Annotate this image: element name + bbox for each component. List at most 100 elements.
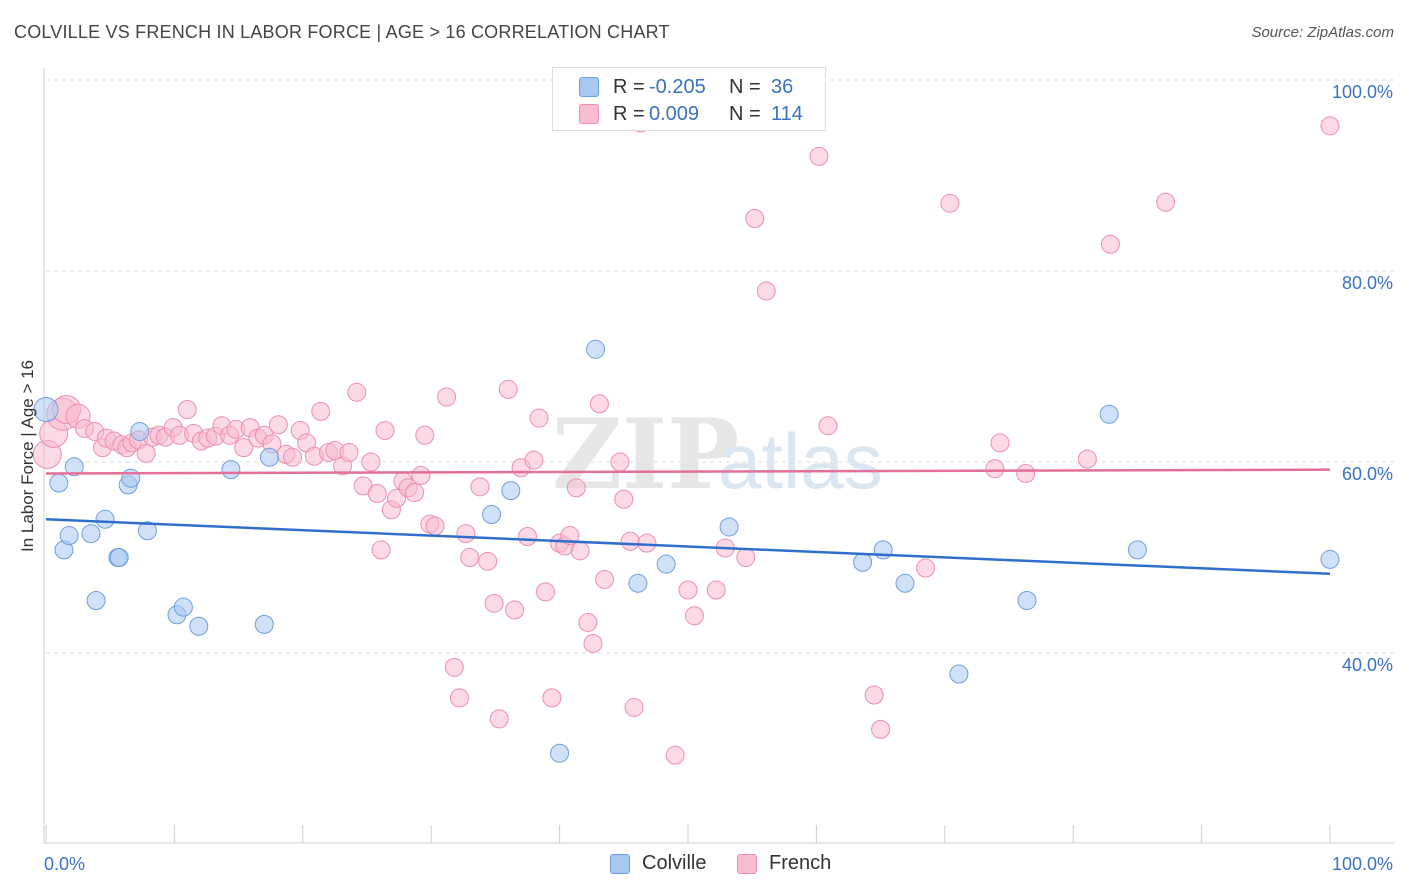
french-point [529, 408, 549, 428]
french-point [990, 433, 1010, 453]
y-tick-label: 60.0% [1342, 464, 1393, 484]
colville-point [189, 616, 209, 636]
french-point [470, 477, 490, 497]
y-tick-label: 80.0% [1342, 273, 1393, 293]
french-point [268, 415, 288, 435]
french-point [620, 531, 640, 551]
french-point [589, 394, 609, 414]
french-point [339, 442, 359, 462]
n-value: 114 [771, 102, 803, 125]
r-label: R = [613, 102, 645, 125]
colville-trend-line [45, 518, 1331, 575]
colville-point [719, 517, 739, 537]
n-value: 36 [771, 75, 794, 98]
french-point [940, 193, 960, 213]
watermark-atlas: atlas [718, 417, 883, 505]
french-point [478, 551, 498, 571]
french-point [1320, 116, 1340, 136]
colville-point [1017, 590, 1037, 610]
french-point [624, 697, 644, 717]
french-point [560, 526, 580, 546]
french-point [809, 146, 829, 166]
french-point [518, 526, 537, 546]
french-point [1016, 463, 1036, 483]
colville-point [254, 614, 274, 634]
colville-swatch [579, 77, 599, 97]
colville-point [1127, 540, 1147, 560]
colville-point [49, 473, 69, 493]
french-point [411, 465, 431, 485]
french-point [405, 483, 425, 503]
colville-point [1099, 404, 1119, 424]
colville-point [259, 447, 279, 467]
colville-swatch [610, 853, 630, 874]
french-point [456, 524, 476, 544]
french-swatch [579, 104, 599, 124]
colville-point [501, 481, 521, 501]
french-point [818, 416, 838, 436]
french-point [283, 447, 303, 467]
french-point [484, 593, 504, 613]
tick-labels: 40.0% 60.0% 80.0% 100.0% 0.0% 100.0% [44, 82, 1393, 874]
french-trend-line [45, 468, 1331, 475]
colville-point [81, 524, 101, 544]
french-point [736, 548, 756, 567]
french-point [444, 657, 464, 677]
colville-point [137, 521, 157, 541]
colville-point [64, 457, 84, 477]
french-point [449, 688, 469, 708]
n-label: N = [729, 75, 761, 98]
y-axis-label: In Labor Force | Age > 16 [18, 359, 37, 553]
french-point [578, 612, 598, 632]
french-point [595, 569, 615, 589]
y-tick-label: 100.0% [1332, 82, 1393, 102]
n-label: N = [729, 102, 761, 125]
french-point [311, 401, 331, 421]
french-point [415, 425, 435, 445]
colville-point [121, 468, 141, 488]
legend-row-colville: R = -0.205 N = 36 [579, 74, 793, 100]
french-point [570, 541, 590, 561]
french-point [1156, 192, 1176, 212]
french-point [425, 516, 445, 536]
source-label: Source: ZipAtlas.com [1251, 24, 1394, 41]
colville-point [95, 509, 115, 529]
french-point [864, 685, 884, 705]
correlation-legend: R = -0.205 N = 36 R = 0.009 N = 114 [552, 67, 826, 131]
colville-point [86, 590, 106, 610]
french-point [361, 452, 381, 472]
french-point [375, 420, 395, 440]
colville-point [949, 664, 969, 684]
chart-title: COLVILLE VS FRENCH IN LABOR FORCE | AGE … [14, 22, 670, 42]
french-point [745, 208, 765, 228]
r-value: 0.009 [649, 102, 700, 125]
french-point [610, 452, 630, 472]
french-point [583, 633, 603, 653]
french-point [234, 438, 254, 458]
colville-point [59, 526, 79, 546]
colville-point [550, 743, 570, 763]
french-point [371, 540, 391, 560]
french-point [566, 478, 586, 498]
french-point [177, 399, 197, 419]
colville-point [173, 597, 193, 617]
colville-point [586, 339, 606, 359]
french-point [684, 606, 704, 626]
r-label: R = [613, 75, 645, 98]
french-point [665, 745, 685, 765]
french-point [460, 548, 480, 567]
french-point [542, 688, 562, 708]
french-point [678, 580, 698, 600]
colville-label: Colville [642, 852, 707, 874]
colville-point [895, 573, 915, 593]
colville-point [221, 460, 241, 480]
colville-points [33, 339, 1340, 763]
colville-point [628, 573, 648, 593]
french-point [498, 379, 518, 399]
colville-point [109, 548, 129, 567]
french-points [32, 113, 1340, 765]
legend-row-french: R = 0.009 N = 114 [579, 101, 803, 127]
french-point [367, 484, 387, 504]
